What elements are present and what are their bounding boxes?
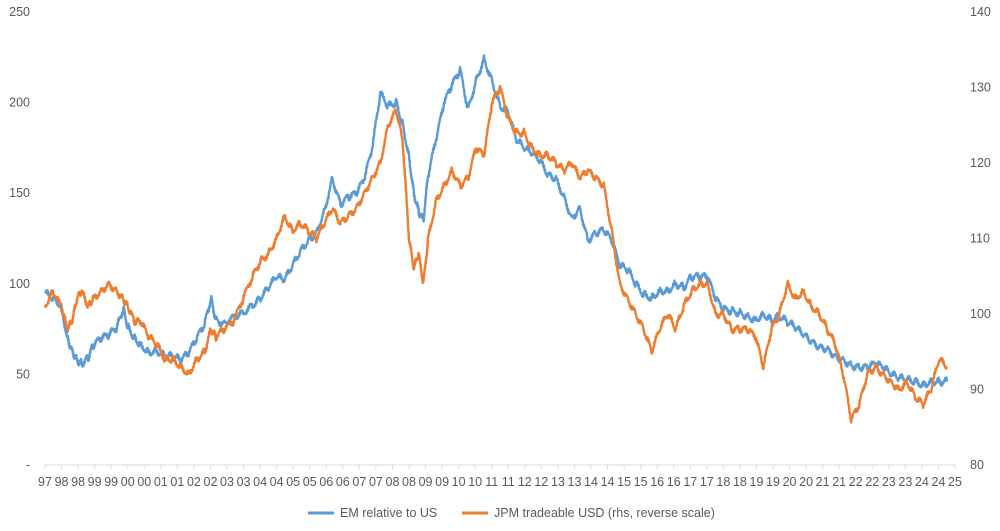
- x-tick-label: 22: [849, 475, 863, 489]
- x-tick-label: 24: [932, 475, 946, 489]
- x-tick-label: 16: [650, 475, 664, 489]
- x-tick-label: 08: [386, 475, 400, 489]
- x-tick-label: 25: [948, 475, 962, 489]
- x-tick-label: 21: [832, 475, 846, 489]
- x-tick-label: 09: [419, 475, 433, 489]
- x-tick-label: 14: [584, 475, 598, 489]
- x-tick-label: 02: [204, 475, 218, 489]
- x-tick-label: 15: [617, 475, 631, 489]
- x-tick-label: 06: [319, 475, 333, 489]
- x-tick-label: 00: [137, 475, 151, 489]
- y-left-tick-label: 200: [9, 96, 30, 110]
- x-tick-label: 21: [816, 475, 830, 489]
- x-tick-label: 12: [534, 475, 548, 489]
- legend-label-jpm-tradeable-usd: JPM tradeable USD (rhs, reverse scale): [494, 506, 715, 520]
- x-tick-label: 05: [303, 475, 317, 489]
- y-right-tick-label: 140: [970, 5, 991, 19]
- y-left-tick-label: 250: [9, 5, 30, 19]
- y-left-tick-label: -: [26, 458, 30, 472]
- x-tick-label: 00: [121, 475, 135, 489]
- x-tick-label: 16: [667, 475, 681, 489]
- x-tick-label: 03: [237, 475, 251, 489]
- x-tick-label: 07: [369, 475, 383, 489]
- x-tick-label: 24: [915, 475, 929, 489]
- x-tick-label: 19: [766, 475, 780, 489]
- x-tick-label: 15: [634, 475, 648, 489]
- x-tick-label: 22: [865, 475, 879, 489]
- legend-label-em-relative-to-us: EM relative to US: [340, 506, 437, 520]
- x-tick-label: 05: [286, 475, 300, 489]
- x-axis-ticks: 97 98 98 99 99 00 00 01 01 02 02 03 03 04 04 05 05 06 06 07…: [38, 465, 962, 489]
- y-right-tick-label: 80: [970, 458, 984, 472]
- y-right-tick-label: 130: [970, 81, 991, 95]
- x-tick-label: 09: [435, 475, 449, 489]
- x-tick-label: 01: [170, 475, 184, 489]
- x-tick-label: 17: [683, 475, 697, 489]
- x-tick-label: 23: [898, 475, 912, 489]
- x-tick-label: 04: [270, 475, 284, 489]
- x-tick-label: 11: [502, 475, 515, 489]
- series-lines: [43, 54, 949, 424]
- x-tick-label: 07: [352, 475, 366, 489]
- x-tick-label: 10: [468, 475, 482, 489]
- x-tick-label: 11: [485, 475, 498, 489]
- x-tick-label: 23: [882, 475, 896, 489]
- x-tick-label: 12: [518, 475, 532, 489]
- x-tick-label: 04: [253, 475, 267, 489]
- x-tick-label: 18: [733, 475, 747, 489]
- y-right-tick-label: 100: [970, 307, 991, 321]
- x-tick-label: 98: [71, 475, 85, 489]
- y-left-tick-label: 50: [16, 367, 30, 381]
- y-left-tick-label: 150: [9, 186, 30, 200]
- y-right-tick-label: 90: [970, 383, 984, 397]
- x-tick-label: 03: [220, 475, 234, 489]
- series-line-jpm-tradeable-usd: [43, 84, 949, 424]
- x-tick-label: 99: [88, 475, 102, 489]
- x-tick-label: 14: [601, 475, 615, 489]
- x-tick-label: 08: [402, 475, 416, 489]
- x-tick-label: 20: [799, 475, 813, 489]
- y-axis-left-ticks: - 50 100 150 200 250: [9, 5, 30, 472]
- x-tick-label: 01: [154, 475, 168, 489]
- x-tick-label: 10: [452, 475, 466, 489]
- x-tick-label: 02: [187, 475, 201, 489]
- y-left-tick-label: 100: [9, 277, 30, 291]
- x-tick-label: 17: [700, 475, 714, 489]
- x-tick-label: 18: [716, 475, 730, 489]
- x-tick-label: 06: [336, 475, 350, 489]
- legend: EM relative to US JPM tradeable USD (rhs…: [308, 506, 715, 520]
- x-tick-label: 20: [783, 475, 797, 489]
- x-tick-label: 13: [551, 475, 565, 489]
- y-right-tick-label: 110: [970, 232, 990, 246]
- x-tick-label: 99: [104, 475, 118, 489]
- x-tick-label: 98: [55, 475, 69, 489]
- x-tick-label: 19: [750, 475, 764, 489]
- series-line-em-relative-to-us: [43, 54, 949, 389]
- y-right-tick-label: 120: [970, 156, 991, 170]
- x-tick-label: 13: [568, 475, 582, 489]
- y-axis-right-ticks: 80 90 100 110 120 130 140: [970, 5, 991, 472]
- x-tick-label: 97: [38, 475, 52, 489]
